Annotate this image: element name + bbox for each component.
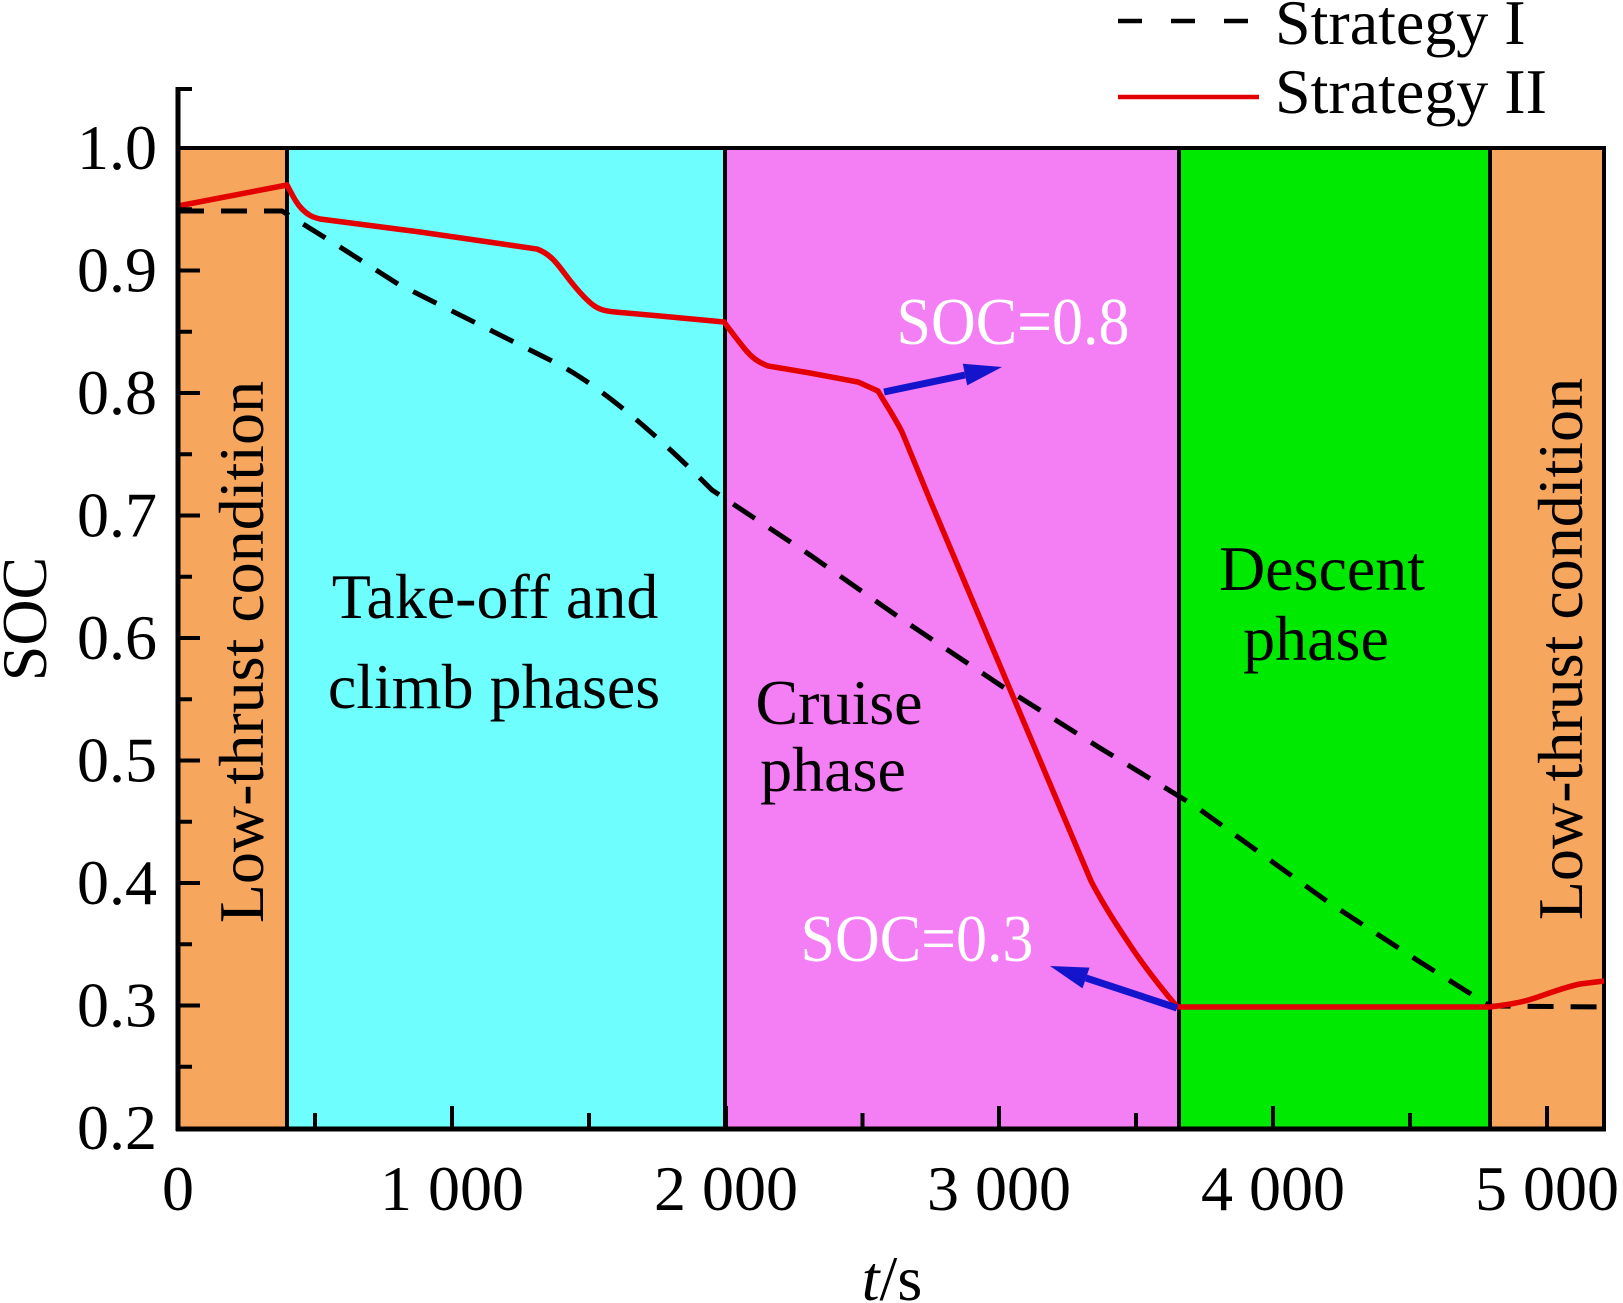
svg-text:3 000: 3 000 (927, 1153, 1071, 1224)
svg-text:Take-off and: Take-off and (332, 561, 659, 632)
svg-text:phase: phase (1243, 603, 1389, 674)
svg-text:Strategy I: Strategy I (1275, 0, 1526, 58)
svg-text:0.4: 0.4 (77, 847, 157, 918)
svg-text:0.9: 0.9 (77, 235, 157, 306)
svg-text:Low-thrust condition: Low-thrust condition (206, 381, 277, 923)
svg-text:Strategy II: Strategy II (1275, 56, 1547, 127)
svg-text:0.2: 0.2 (77, 1092, 157, 1163)
svg-text:Descent: Descent (1219, 533, 1425, 604)
svg-text:Low-thrust condition: Low-thrust condition (1525, 378, 1596, 920)
svg-text:t/s: t/s (862, 1243, 922, 1303)
svg-text:0.3: 0.3 (77, 970, 157, 1041)
svg-text:phase: phase (760, 734, 906, 805)
svg-text:0.5: 0.5 (77, 725, 157, 796)
svg-text:climb phases: climb phases (328, 651, 660, 722)
svg-text:2 000: 2 000 (654, 1153, 798, 1224)
svg-text:1 000: 1 000 (380, 1153, 524, 1224)
svg-text:1.0: 1.0 (77, 112, 157, 183)
svg-text:5 000: 5 000 (1475, 1153, 1619, 1224)
svg-text:SOC=0.3: SOC=0.3 (801, 902, 1034, 976)
svg-text:0.6: 0.6 (77, 602, 157, 673)
svg-text:4 000: 4 000 (1201, 1153, 1345, 1224)
svg-text:SOC: SOC (0, 557, 60, 682)
svg-text:0.7: 0.7 (77, 480, 157, 551)
svg-text:0.8: 0.8 (77, 357, 157, 428)
svg-text:0: 0 (162, 1153, 194, 1224)
svg-text:SOC=0.8: SOC=0.8 (897, 285, 1130, 359)
svg-text:Cruise: Cruise (755, 667, 922, 738)
